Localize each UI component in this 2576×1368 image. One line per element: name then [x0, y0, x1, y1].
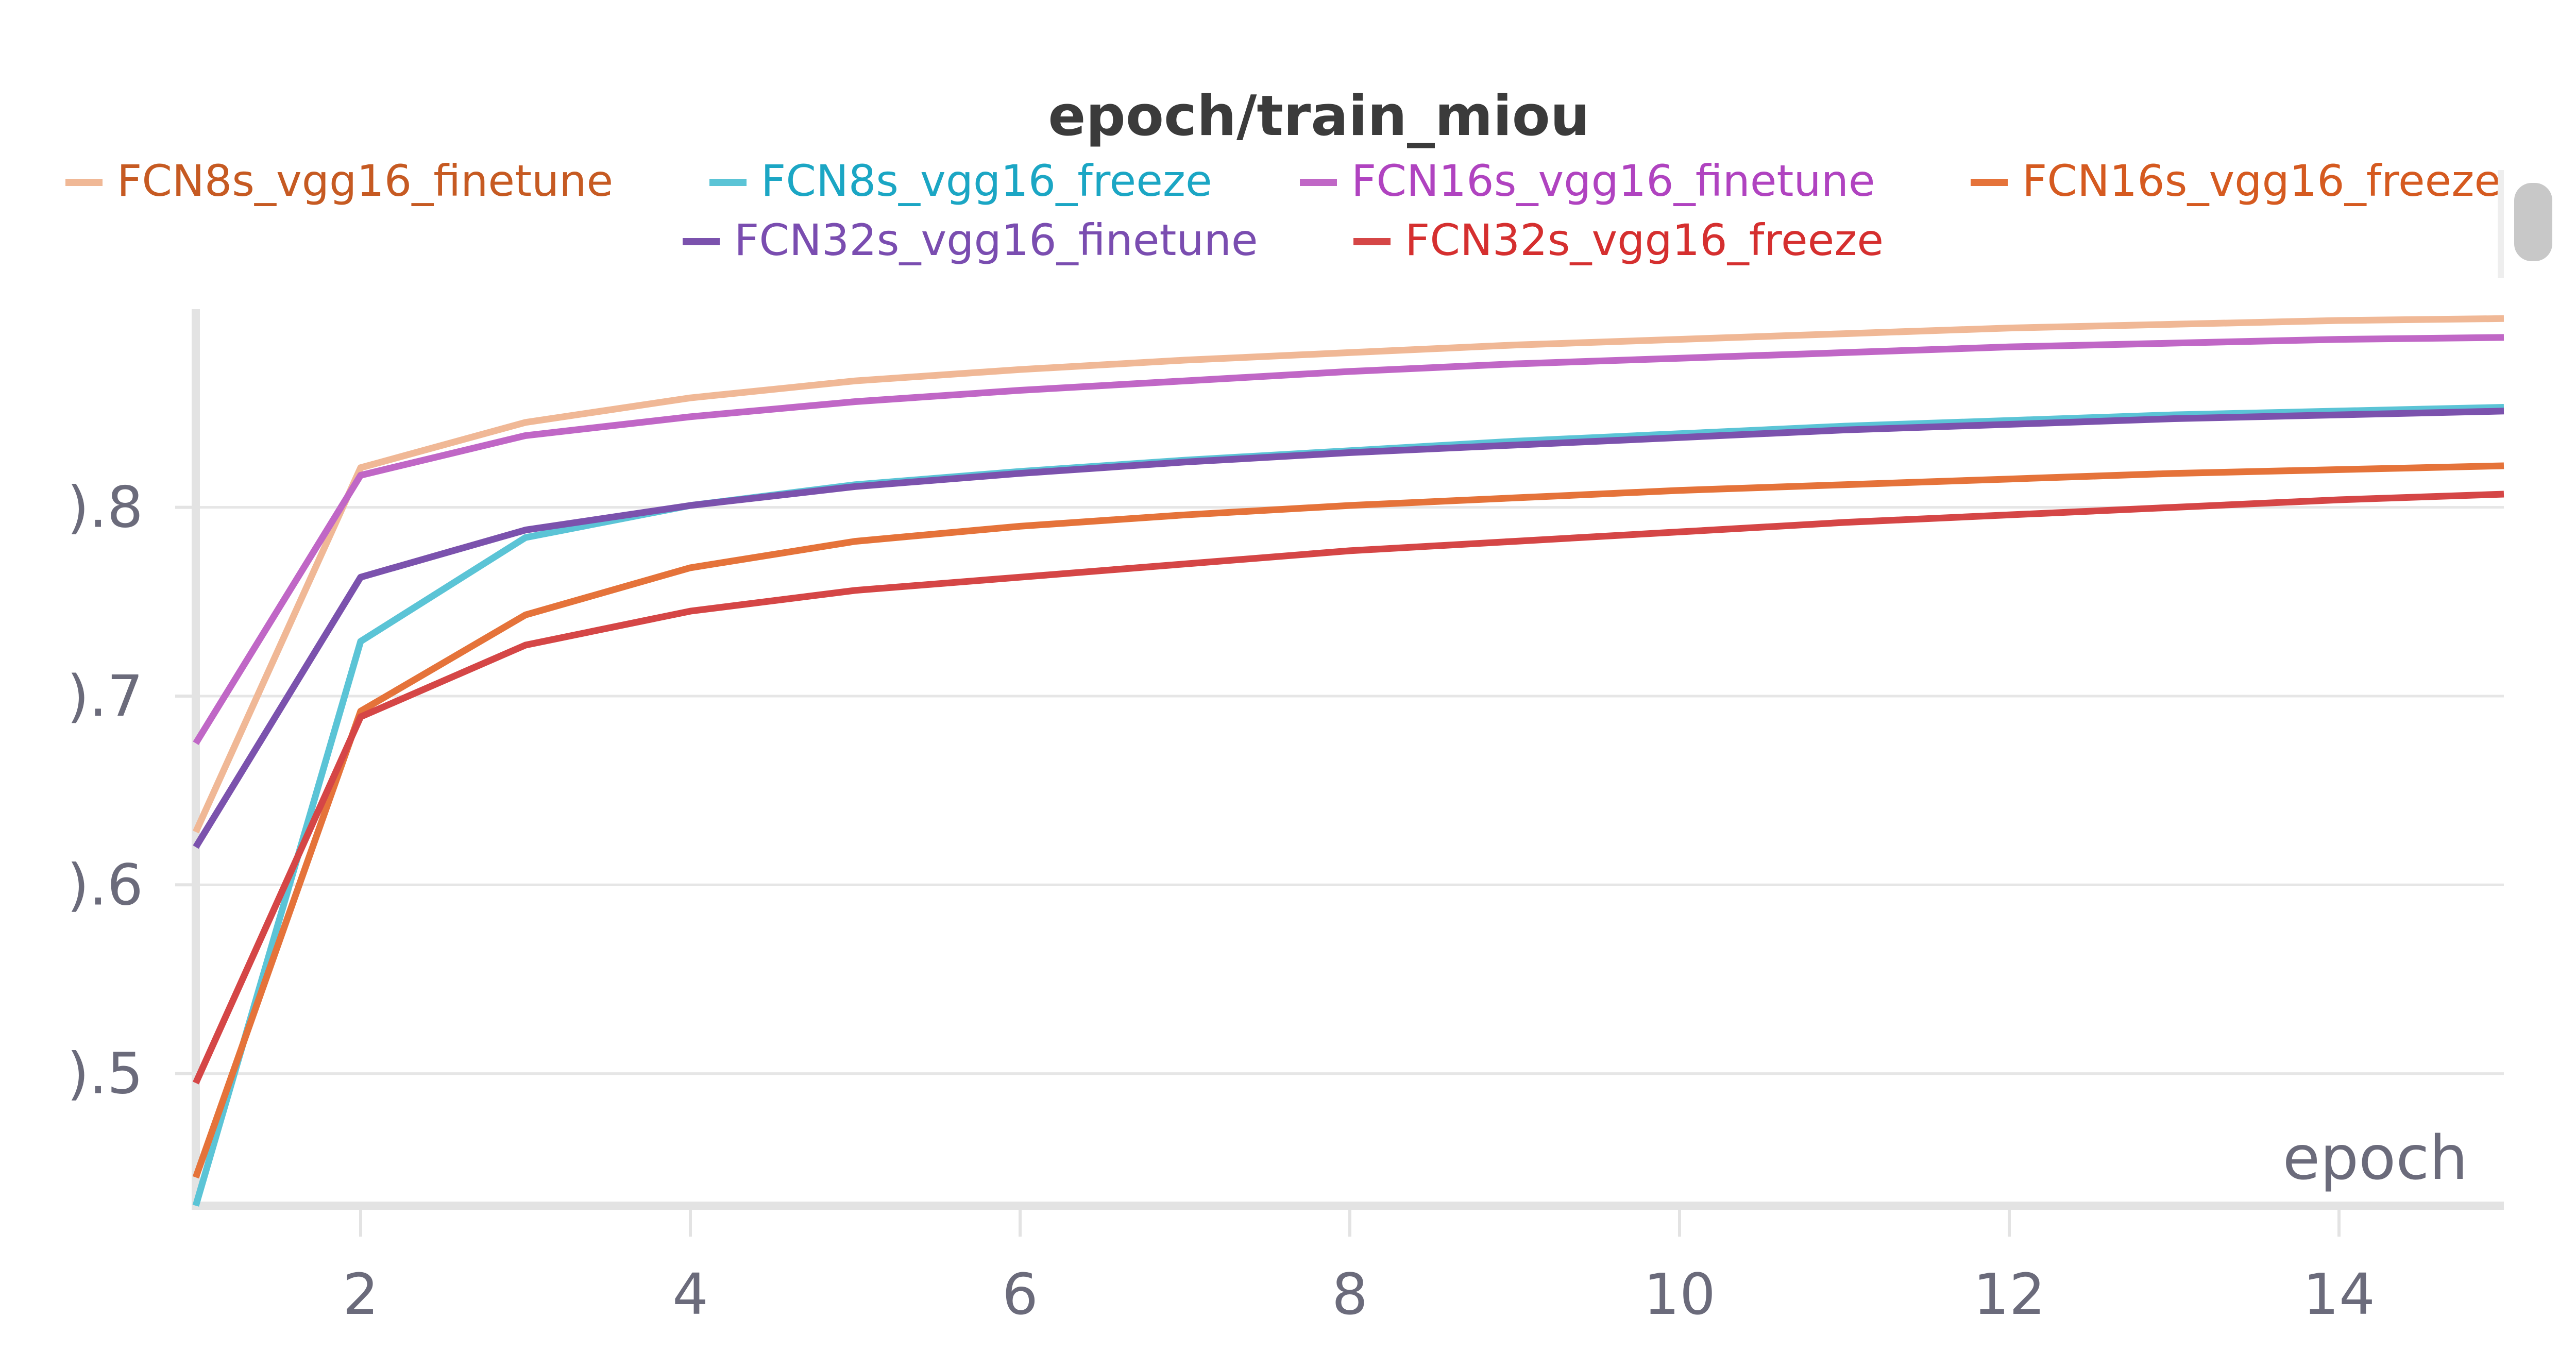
legend-item-FCN32s_vgg16_freeze[interactable]: FCN32s_vgg16_freeze [1353, 215, 1884, 265]
legend-label: FCN16s_vgg16_freeze [2022, 156, 2501, 206]
legend-item-FCN8s_vgg16_finetune[interactable]: FCN8s_vgg16_finetune [65, 156, 613, 206]
legend-label: FCN32s_vgg16_freeze [1405, 215, 1884, 265]
x-tick-label: 14 [2303, 1261, 2375, 1327]
chart-title: epoch/train_miou [1048, 84, 1589, 148]
y-tick-label: ).7 [67, 663, 143, 729]
x-tick-label: 8 [1332, 1261, 1368, 1327]
series-line-FCN32s_vgg16_finetune [193, 408, 2504, 849]
series-line-FCN16s_vgg16_freeze [192, 462, 2504, 1179]
plot-area [192, 315, 2504, 1207]
legend-label: FCN8s_vgg16_finetune [117, 156, 613, 206]
series-line-FCN32s_vgg16_freeze [193, 491, 2504, 1085]
legend-label: FCN8s_vgg16_freeze [761, 156, 1212, 206]
x-tick-label: 6 [1002, 1261, 1038, 1327]
x-tick-label: 12 [1973, 1261, 2045, 1327]
legend-item-FCN8s_vgg16_freeze[interactable]: FCN8s_vgg16_freeze [709, 156, 1212, 206]
legend[interactable]: FCN8s_vgg16_finetune FCN8s_vgg16_freeze FC… [65, 156, 2501, 265]
x-tick-label: 4 [672, 1261, 708, 1327]
y-tick-label: ).6 [67, 852, 143, 918]
y-tick-label: ).5 [67, 1041, 143, 1107]
series-line-FCN16s_vgg16_finetune [193, 334, 2504, 745]
x-axis-label: epoch [2283, 1122, 2468, 1193]
legend-item-FCN32s_vgg16_finetune[interactable]: FCN32s_vgg16_finetune [683, 215, 1258, 265]
legend-item-FCN16s_vgg16_freeze[interactable]: FCN16s_vgg16_freeze [1971, 156, 2501, 206]
axes: 2 4 6 8 10 12 14 [192, 309, 2504, 1327]
series-line-FCN8s_vgg16_finetune [193, 315, 2504, 834]
x-tick-label: 10 [1643, 1261, 1716, 1327]
legend-label: FCN16s_vgg16_finetune [1351, 156, 1875, 206]
grid: ).5 ).6 ).7 ).8 [67, 475, 2504, 1107]
legend-item-FCN16s_vgg16_finetune[interactable]: FCN16s_vgg16_finetune [1300, 156, 1875, 206]
y-tick-label: ).8 [67, 475, 143, 541]
legend-scrollbar[interactable] [2498, 170, 2552, 278]
legend-label: FCN32s_vgg16_finetune [734, 215, 1258, 265]
x-tick-label: 2 [343, 1261, 379, 1327]
legend-scrollbar-thumb[interactable] [2514, 183, 2552, 261]
